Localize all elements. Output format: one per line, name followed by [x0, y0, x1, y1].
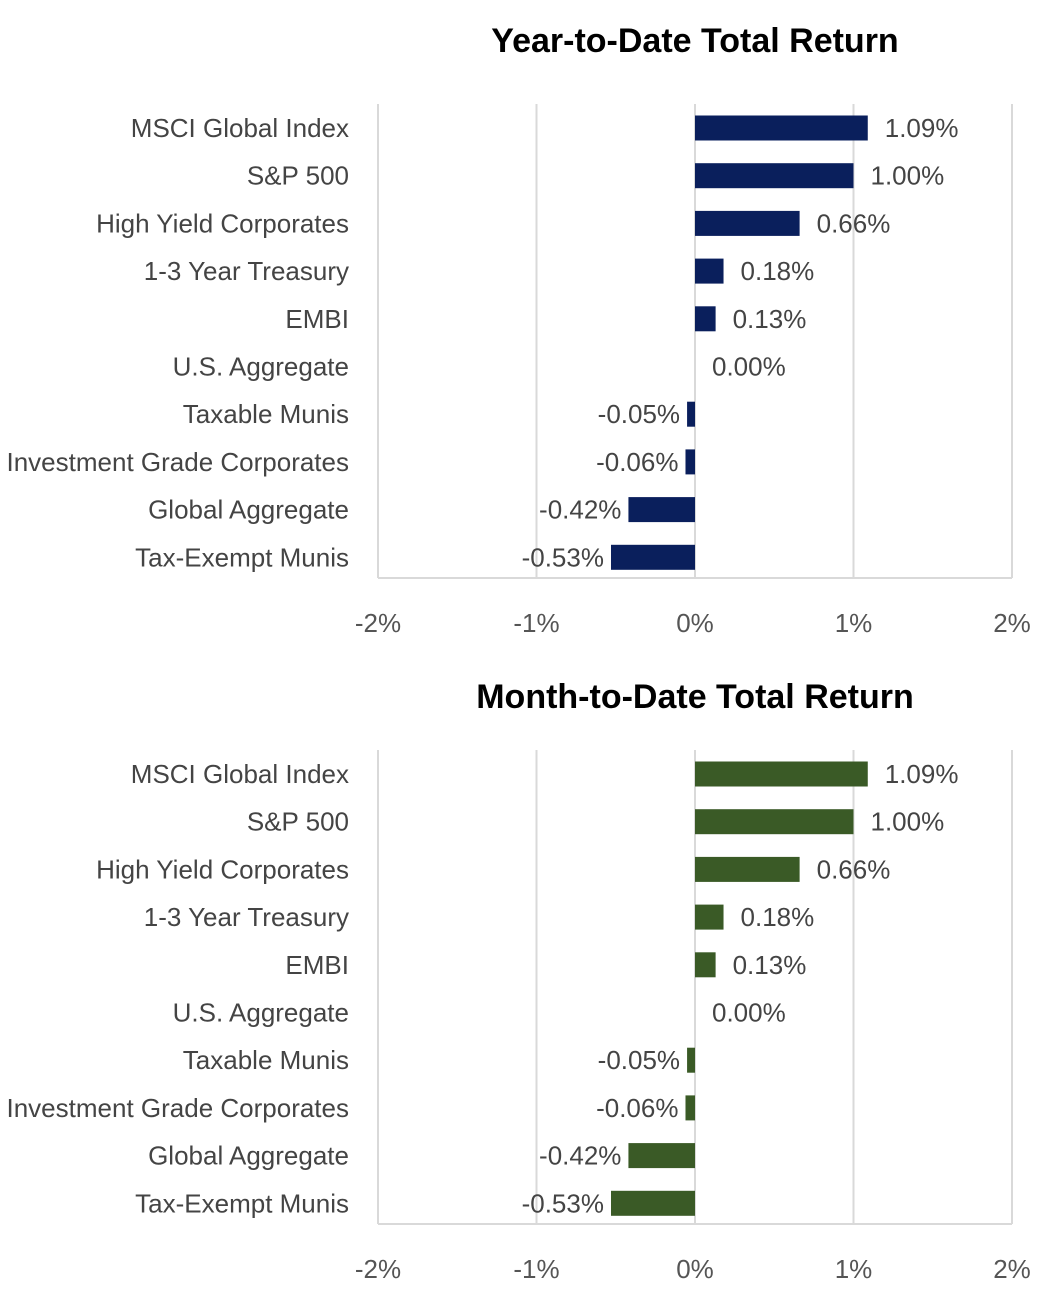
- mtd-x-tick-label: -1%: [513, 1254, 559, 1284]
- ytd-x-tick-label: -1%: [513, 608, 559, 638]
- mtd-data-label: -0.05%: [598, 1045, 680, 1075]
- mtd-category-label: U.S. Aggregate: [173, 998, 349, 1028]
- ytd-data-label: -0.06%: [596, 447, 678, 477]
- mtd-chart-title: Month-to-Date Total Return: [476, 678, 914, 716]
- mtd-category-label: MSCI Global Index: [131, 759, 349, 789]
- mtd-bar: [695, 809, 854, 835]
- mtd-x-tick-label: -2%: [355, 1254, 401, 1284]
- mtd-bar: [685, 1095, 695, 1121]
- mtd-category-label: Global Aggregate: [148, 1141, 349, 1171]
- mtd-x-tick-label: 0%: [676, 1254, 714, 1284]
- mtd-bar: [628, 1143, 695, 1169]
- mtd-data-label: -0.42%: [539, 1141, 621, 1171]
- mtd-category-label: Investment Grade Corporates: [7, 1093, 350, 1123]
- ytd-category-label: Global Aggregate: [148, 495, 349, 525]
- mtd-data-label: 1.00%: [871, 807, 945, 837]
- mtd-chart: Month-to-Date Total Return -2% -1% 0% 1% 2% M…: [0, 650, 1056, 1302]
- ytd-category-label: High Yield Corporates: [96, 208, 349, 238]
- ytd-bar: [695, 258, 724, 284]
- ytd-data-label: 0.18%: [741, 256, 815, 286]
- mtd-data-label: 0.00%: [712, 998, 786, 1028]
- mtd-category-label: High Yield Corporates: [96, 854, 349, 884]
- mtd-chart-plot: -2% -1% 0% 1% 2% MSCI Global Index 1.09% S&P 50…: [7, 750, 1031, 1284]
- mtd-bar: [695, 761, 868, 787]
- ytd-chart-plot: -2% -1% 0% 1% 2% MSCI Global Index 1.09% S&P 50…: [7, 104, 1031, 638]
- ytd-data-label: -0.05%: [598, 399, 680, 429]
- ytd-x-tick-label: -2%: [355, 608, 401, 638]
- ytd-category-label: Tax-Exempt Munis: [135, 542, 349, 572]
- mtd-bar: [695, 952, 716, 978]
- ytd-bar: [687, 401, 695, 427]
- mtd-bar: [695, 856, 800, 882]
- mtd-data-label: -0.53%: [522, 1188, 604, 1218]
- mtd-bar: [610, 1190, 695, 1216]
- ytd-category-label: MSCI Global Index: [131, 113, 349, 143]
- mtd-data-label: 0.13%: [733, 950, 807, 980]
- ytd-category-label: EMBI: [285, 304, 349, 334]
- ytd-x-tick-label: 2%: [993, 608, 1031, 638]
- ytd-data-label: 0.13%: [733, 304, 807, 334]
- ytd-bar: [695, 115, 868, 141]
- mtd-data-label: 0.18%: [741, 902, 815, 932]
- mtd-category-label: 1-3 Year Treasury: [144, 902, 349, 932]
- ytd-data-label: 1.00%: [871, 161, 945, 191]
- ytd-category-label: S&P 500: [247, 161, 349, 191]
- ytd-data-label: 0.00%: [712, 352, 786, 382]
- ytd-data-label: 0.66%: [817, 208, 891, 238]
- ytd-category-label: Investment Grade Corporates: [7, 447, 350, 477]
- mtd-category-label: Taxable Munis: [183, 1045, 349, 1075]
- ytd-x-tick-label: 1%: [835, 608, 873, 638]
- mtd-data-label: 1.09%: [885, 759, 959, 789]
- ytd-bar: [610, 544, 695, 570]
- mtd-category-label: Tax-Exempt Munis: [135, 1188, 349, 1218]
- ytd-category-label: Taxable Munis: [183, 399, 349, 429]
- ytd-data-label: -0.53%: [522, 542, 604, 572]
- ytd-chart-title: Year-to-Date Total Return: [491, 22, 899, 60]
- ytd-data-label: 1.09%: [885, 113, 959, 143]
- mtd-category-label: S&P 500: [247, 807, 349, 837]
- mtd-bar: [695, 904, 724, 930]
- ytd-chart: Year-to-Date Total Return -2% -1% 0% 1% 2% MS…: [0, 0, 1056, 650]
- mtd-data-label: 0.66%: [817, 854, 891, 884]
- ytd-data-label: -0.42%: [539, 495, 621, 525]
- ytd-category-label: 1-3 Year Treasury: [144, 256, 349, 286]
- ytd-bar: [695, 306, 716, 332]
- mtd-data-label: -0.06%: [596, 1093, 678, 1123]
- mtd-x-tick-label: 2%: [993, 1254, 1031, 1284]
- ytd-bar: [628, 497, 695, 523]
- ytd-bar: [695, 163, 854, 189]
- ytd-category-label: U.S. Aggregate: [173, 352, 349, 382]
- mtd-bar: [687, 1047, 695, 1073]
- ytd-x-tick-label: 0%: [676, 608, 714, 638]
- mtd-x-tick-label: 1%: [835, 1254, 873, 1284]
- mtd-category-label: EMBI: [285, 950, 349, 980]
- ytd-bar: [695, 210, 800, 236]
- ytd-bar: [685, 449, 695, 475]
